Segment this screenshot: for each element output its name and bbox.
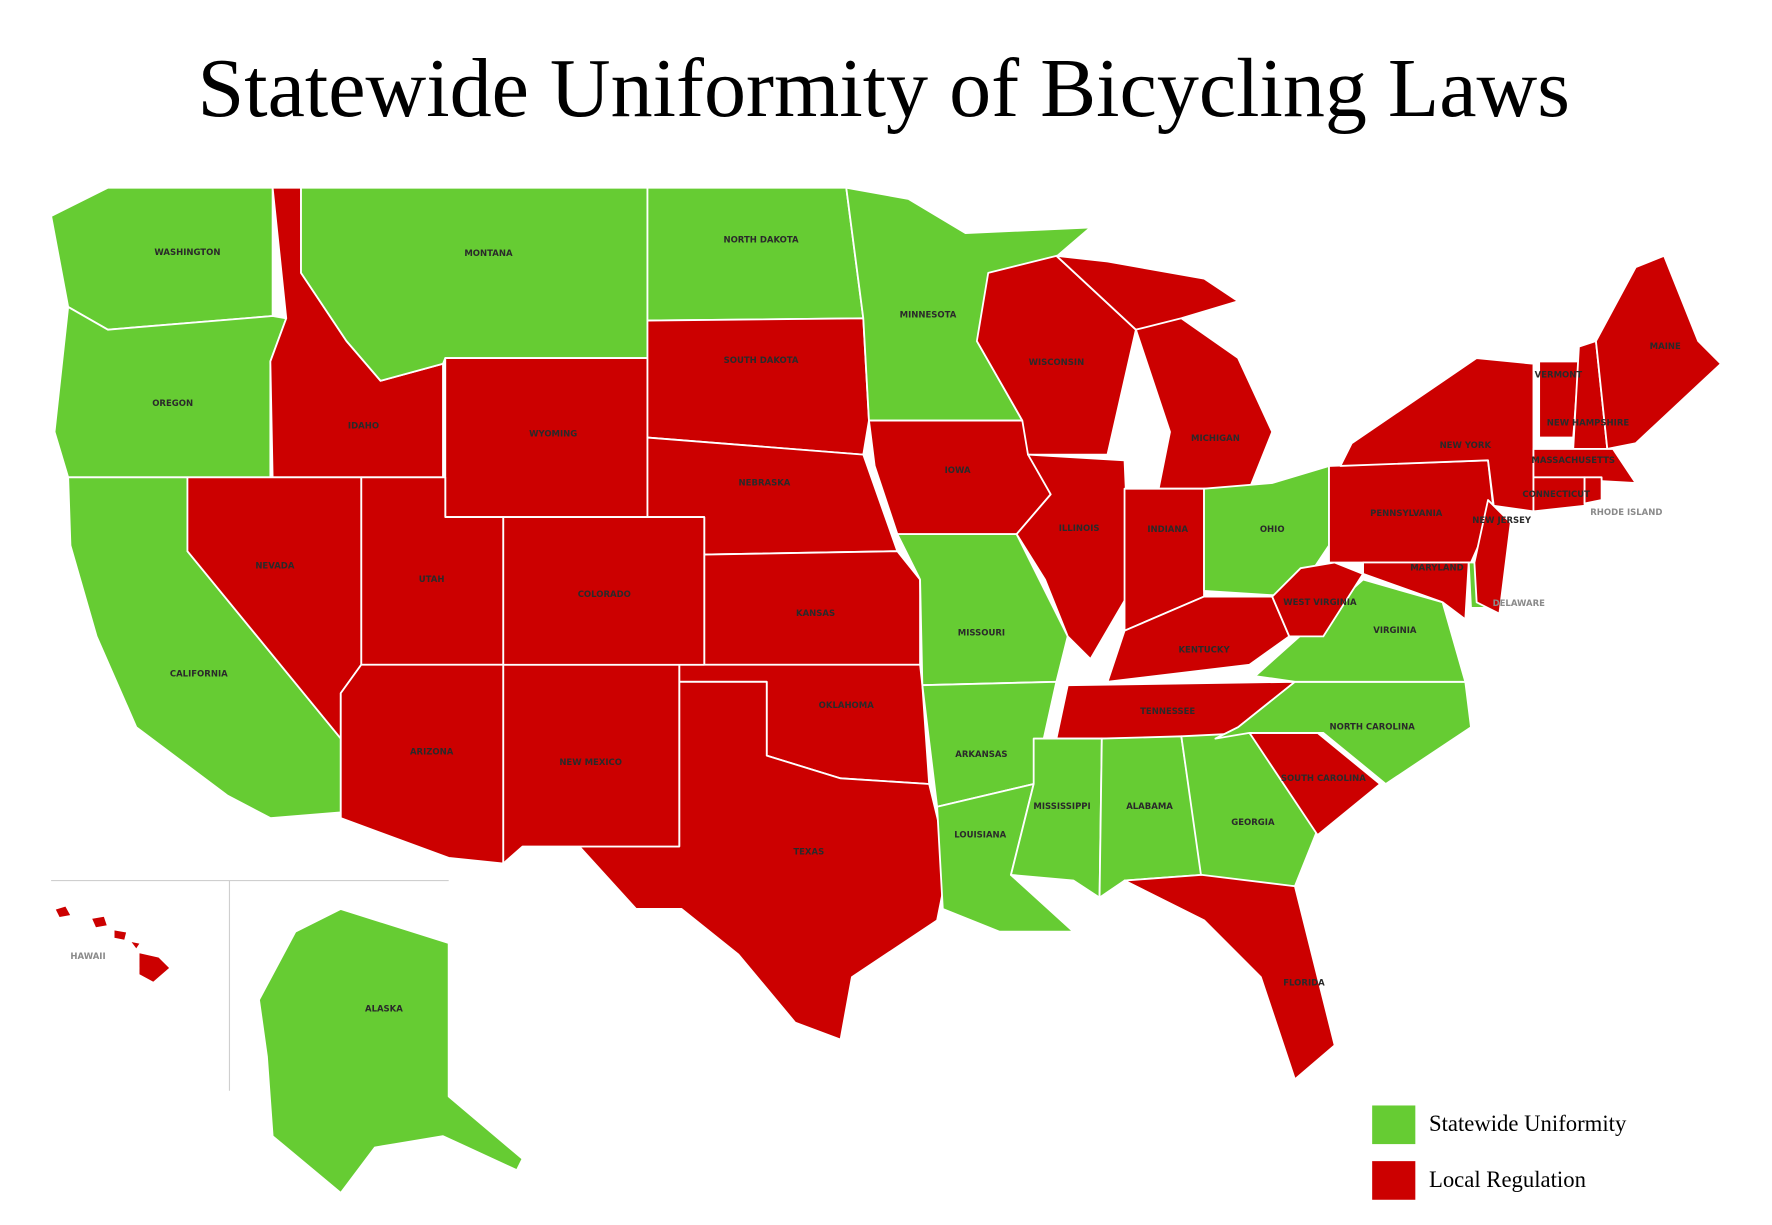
state-label: MISSOURI — [958, 628, 1005, 638]
state-label: ARKANSAS — [955, 750, 1007, 760]
state-label: NEW YORK — [1440, 441, 1492, 451]
state-label: LOUISIANA — [954, 831, 1006, 841]
state-label: NORTH CAROLINA — [1330, 723, 1416, 733]
state-label: OHIO — [1260, 525, 1285, 535]
state — [646, 317, 870, 456]
state-label: ALABAMA — [1126, 802, 1173, 812]
states — [50, 186, 1722, 1194]
state-label: INDIANA — [1147, 525, 1188, 535]
state — [1595, 254, 1722, 450]
state — [578, 680, 950, 1041]
state-label: SOUTH DAKOTA — [724, 356, 799, 366]
legend: Statewide Uniformity Local Regulation — [1372, 1105, 1627, 1200]
state-label: HAWAII — [70, 952, 105, 962]
state — [1532, 448, 1637, 484]
state-label: ALASKA — [365, 1004, 403, 1014]
state — [1473, 499, 1512, 615]
state-label: DELAWARE — [1493, 599, 1546, 609]
state — [1362, 561, 1470, 621]
state — [646, 186, 865, 322]
state-label: NEW JERSEY — [1472, 516, 1532, 526]
state-label: MISSISSIPPI — [1033, 802, 1090, 812]
state-label: MICHIGAN — [1191, 434, 1240, 444]
state-label: KANSAS — [796, 609, 835, 619]
state-label: MARYLAND — [1410, 564, 1463, 574]
map-title: Statewide Uniformity of Bicycling Laws — [197, 42, 1570, 135]
legend-swatch — [1372, 1161, 1416, 1200]
state-labels: WASHINGTON OREGON CALIFORNIA IDAHO MONTANA WY… — [70, 235, 1681, 1014]
state-label: CALIFORNIA — [170, 669, 228, 679]
state-label: OREGON — [152, 399, 193, 409]
state — [53, 904, 172, 984]
state-label: GEORGIA — [1231, 818, 1275, 828]
state-label: NEW HAMPSHIRE — [1547, 418, 1630, 428]
state — [1583, 476, 1603, 505]
legend-label: Local Regulation — [1429, 1167, 1587, 1192]
state-label: IDAHO — [348, 422, 379, 432]
state-label: CONNECTICUT — [1522, 490, 1590, 500]
state — [1055, 254, 1274, 490]
state-label: SOUTH CAROLINA — [1281, 774, 1366, 784]
state-label: WYOMING — [529, 430, 577, 440]
state-label: NEBRASKA — [739, 479, 791, 489]
state-label: NEW MEXICO — [559, 758, 622, 768]
state-label: TEXAS — [793, 848, 824, 858]
state-label: MAINE — [1650, 342, 1681, 352]
state — [703, 550, 921, 666]
state-label: UTAH — [419, 575, 445, 585]
state-label: MASSACHUSETTS — [1531, 456, 1615, 466]
state-label: WEST VIRGINIA — [1283, 598, 1357, 608]
state-label: ILLINOIS — [1059, 524, 1100, 534]
state — [258, 908, 524, 1194]
legend-label: Statewide Uniformity — [1429, 1111, 1627, 1136]
state-label: RHODE ISLAND — [1590, 508, 1662, 518]
state-label: MONTANA — [464, 249, 513, 259]
state-label: KENTUCKY — [1178, 645, 1230, 655]
state-label: ARIZONA — [410, 748, 454, 758]
state-label: VERMONT — [1535, 371, 1583, 381]
state-label: WASHINGTON — [154, 248, 220, 258]
state-label: FLORIDA — [1283, 978, 1325, 988]
state — [1214, 680, 1472, 785]
state — [1339, 357, 1535, 513]
state — [339, 663, 505, 865]
state-label: NORTH DAKOTA — [723, 235, 799, 245]
state-label: IOWA — [945, 466, 971, 476]
state — [868, 419, 1052, 536]
state-label: WISCONSIN — [1029, 358, 1085, 368]
state-label: VIRGINIA — [1373, 626, 1417, 636]
state-label: COLORADO — [578, 590, 631, 600]
state-label: TENNESSEE — [1140, 707, 1195, 717]
state — [50, 186, 274, 331]
state-label: NEVADA — [255, 561, 295, 571]
state — [53, 306, 288, 479]
legend-swatch — [1372, 1105, 1416, 1145]
state-label: OKLAHOMA — [819, 701, 875, 711]
state-label: PENNSYLVANIA — [1370, 509, 1443, 519]
state — [1532, 476, 1586, 513]
state-label: MINNESOTA — [900, 310, 957, 320]
state — [1123, 873, 1336, 1081]
